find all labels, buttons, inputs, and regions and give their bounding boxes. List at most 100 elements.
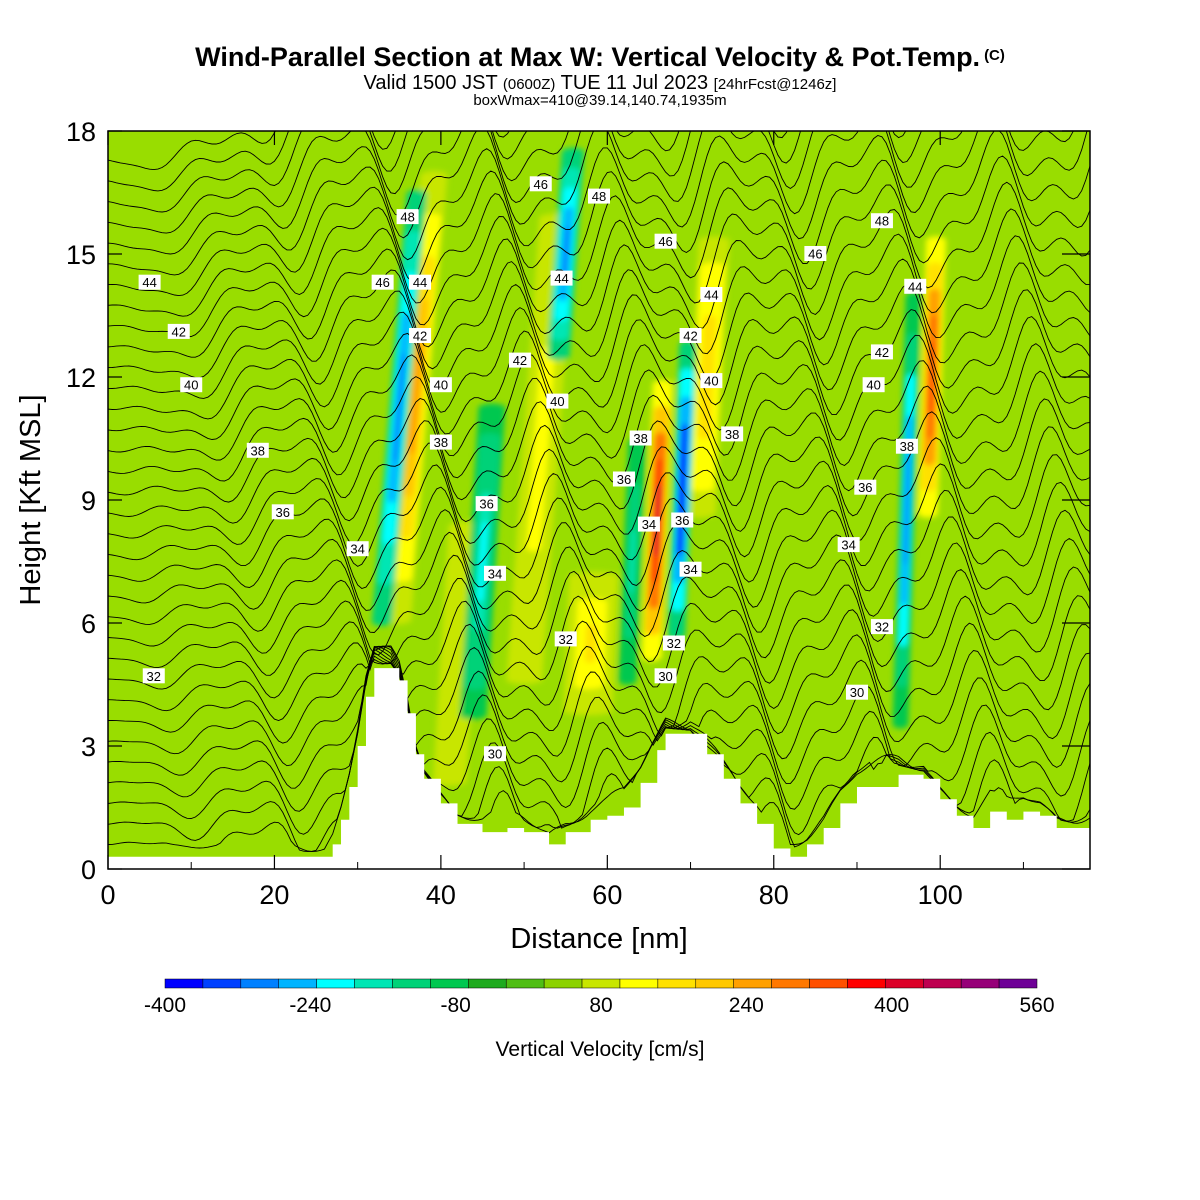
theta-contour-line bbox=[108, 426, 1090, 590]
contour-label: 34 bbox=[346, 541, 369, 557]
colorbar-swatch bbox=[240, 978, 279, 989]
contour-label-text: 38 bbox=[725, 427, 739, 442]
contour-label-text: 38 bbox=[434, 435, 448, 450]
contour-label-bg bbox=[870, 619, 893, 635]
contour-label: 48 bbox=[396, 209, 419, 225]
contour-label-text: 44 bbox=[142, 275, 156, 290]
contour-label: 34 bbox=[483, 565, 506, 581]
colorbar-tick-label: 400 bbox=[874, 994, 909, 1017]
contour-label-text: 30 bbox=[850, 685, 864, 700]
contour-labels: 44 42 40 38 36 34 32 48 46 44 42 40 38 36 34 30 46 48 44 42… bbox=[138, 176, 927, 762]
contour-label-bg bbox=[895, 438, 918, 454]
contour-label-text: 48 bbox=[400, 210, 414, 225]
copyright-mark: (C) bbox=[984, 47, 1005, 64]
contour-label-text: 34 bbox=[488, 566, 502, 581]
contour-label-bg bbox=[167, 323, 190, 339]
colorbar-swatch bbox=[581, 978, 621, 989]
theta-contour-line bbox=[108, 131, 788, 255]
x-tick-label: 40 bbox=[426, 880, 456, 910]
contour-label-bg bbox=[246, 442, 269, 458]
contour-label: 42 bbox=[508, 352, 531, 368]
contour-label: 38 bbox=[721, 426, 744, 442]
colorbar-swatch bbox=[392, 978, 431, 989]
contour-label-bg bbox=[346, 541, 369, 557]
contour-label-text: 44 bbox=[908, 279, 922, 294]
contour-label: 42 bbox=[409, 328, 432, 344]
contour-label: 30 bbox=[483, 746, 506, 762]
contour-label-bg bbox=[870, 344, 893, 360]
contour-label-text: 32 bbox=[147, 669, 161, 684]
contour-label-text: 44 bbox=[413, 275, 427, 290]
contour-label-bg bbox=[508, 352, 531, 368]
valid-time: Valid 1500 JST bbox=[363, 72, 498, 94]
vertical-velocity-field bbox=[108, 131, 1090, 869]
contour-label: 46 bbox=[654, 233, 677, 249]
contour-label: 40 bbox=[180, 377, 203, 393]
colorbar-swatch bbox=[468, 978, 507, 989]
contour-label-text: 42 bbox=[413, 329, 427, 344]
contour-label-bg bbox=[396, 209, 419, 225]
contour-label-text: 30 bbox=[488, 747, 502, 762]
theta-contour-line bbox=[108, 131, 528, 234]
contour-label-bg bbox=[679, 328, 702, 343]
contour-label-bg bbox=[483, 746, 506, 762]
theta-contour-line bbox=[108, 648, 1090, 767]
contour-label: 36 bbox=[612, 471, 635, 487]
theta-contour-line bbox=[108, 645, 1090, 836]
theta-contour-line bbox=[108, 622, 1090, 744]
contour-label: 40 bbox=[862, 377, 885, 393]
contour-label-text: 30 bbox=[658, 669, 672, 684]
colorbar-swatch bbox=[543, 978, 583, 989]
contour-label: 32 bbox=[142, 668, 165, 684]
contour-label-text: 36 bbox=[617, 472, 631, 487]
theta-contour-line bbox=[108, 131, 276, 171]
theta-contour-line bbox=[108, 646, 1090, 789]
contour-label-text: 42 bbox=[875, 345, 889, 360]
contour-label: 44 bbox=[904, 278, 927, 294]
y-tick-label: 15 bbox=[66, 240, 96, 270]
contour-label-bg bbox=[654, 668, 677, 684]
terrain-mask bbox=[108, 668, 1090, 869]
downdraft-cell bbox=[477, 521, 488, 602]
colorbar-swatch bbox=[885, 978, 924, 989]
colorbar-swatch bbox=[657, 978, 697, 989]
contour-label-text: 40 bbox=[184, 378, 198, 393]
contour-label-text: 34 bbox=[683, 562, 697, 577]
contour-label-text: 40 bbox=[866, 378, 880, 393]
contour-label-text: 40 bbox=[704, 374, 718, 389]
contour-label: 36 bbox=[475, 496, 498, 512]
contour-label-text: 46 bbox=[658, 234, 672, 249]
box-max-text: boxWmax=410@39.14,140.74,1935m bbox=[473, 92, 727, 109]
theta-contour-line bbox=[108, 155, 1090, 379]
contour-label: 40 bbox=[546, 393, 569, 409]
contour-label: 34 bbox=[679, 561, 702, 577]
contour-label-text: 44 bbox=[554, 271, 568, 286]
theta-contour-line bbox=[108, 235, 1090, 440]
colorbar-tick-label: 80 bbox=[589, 994, 612, 1017]
chart-subtitle: Valid 1500 JST (0600Z) TUE 11 Jul 2023 [… bbox=[0, 72, 1200, 95]
colorbar-swatch bbox=[695, 978, 734, 989]
colorbar-swatch bbox=[809, 978, 848, 989]
contour-label-bg bbox=[679, 561, 702, 577]
x-tick-label: 60 bbox=[592, 880, 622, 910]
contour-label: 44 bbox=[550, 270, 573, 286]
x-tick-label: 100 bbox=[918, 880, 963, 910]
contour-label-text: 38 bbox=[900, 439, 914, 454]
contour-label: 30 bbox=[845, 684, 868, 700]
contour-label-text: 38 bbox=[633, 431, 647, 446]
contour-label-bg bbox=[371, 274, 394, 290]
contour-label: 46 bbox=[804, 246, 827, 262]
y-tick-label: 6 bbox=[81, 609, 96, 639]
contour-label: 32 bbox=[870, 619, 893, 635]
y-tick-label: 18 bbox=[66, 117, 96, 147]
contour-label-bg bbox=[721, 426, 744, 442]
contour-label: 38 bbox=[429, 434, 452, 450]
y-tick-label: 3 bbox=[81, 732, 96, 762]
contour-label-bg bbox=[904, 278, 927, 294]
contour-label: 42 bbox=[167, 323, 190, 339]
contour-label-bg bbox=[554, 631, 577, 647]
contour-label-bg bbox=[854, 479, 877, 495]
theta-contour-line bbox=[108, 131, 1074, 317]
downdraft-cell bbox=[629, 529, 636, 594]
contour-label: 46 bbox=[371, 274, 394, 290]
